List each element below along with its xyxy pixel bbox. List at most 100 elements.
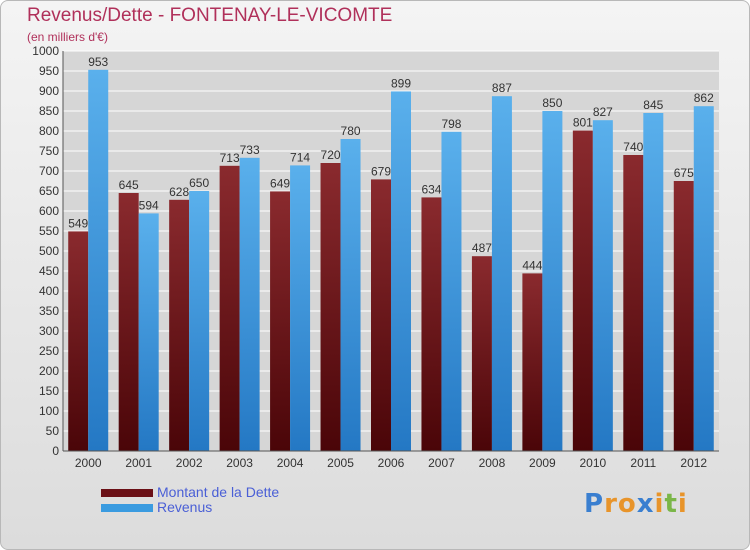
bar-dette (673, 181, 694, 451)
logo-letter: o (617, 489, 637, 519)
y-tick-label: 200 (39, 364, 59, 378)
bar-revenus (542, 111, 563, 451)
x-tick-label: 2010 (579, 456, 606, 470)
bar-dette (118, 193, 139, 451)
bar-dette (68, 231, 89, 451)
data-label: 634 (421, 182, 441, 196)
bar-revenus (88, 69, 109, 452)
legend-label-revenus: Revenus (157, 499, 213, 515)
y-tick-label: 850 (39, 104, 59, 118)
y-tick-label: 1000 (32, 44, 59, 58)
y-tick-label: 450 (39, 264, 59, 278)
data-label: 679 (371, 164, 391, 178)
data-label: 845 (643, 98, 663, 112)
x-tick-label: 2008 (479, 456, 506, 470)
y-tick-label: 400 (39, 284, 59, 298)
data-label: 628 (169, 185, 189, 199)
logo-letter: t (664, 489, 678, 519)
y-tick-label: 550 (39, 224, 59, 238)
data-label: 780 (341, 124, 361, 138)
bars (68, 69, 714, 452)
logo-letter: i (654, 489, 665, 519)
legend-swatch-revenus (101, 504, 153, 512)
bar-revenus (592, 120, 613, 451)
bar-dette (371, 179, 391, 451)
y-tick-label: 250 (39, 344, 59, 358)
bar-revenus (290, 165, 311, 451)
bar-revenus (643, 113, 664, 451)
y-tick-label: 600 (39, 204, 59, 218)
y-tick-label: 800 (39, 124, 59, 138)
bar-revenus (340, 139, 361, 451)
data-label: 801 (573, 116, 593, 130)
data-label: 714 (290, 150, 310, 164)
bar-dette (522, 273, 543, 451)
y-tick-label: 300 (39, 324, 59, 338)
y-tick-label: 350 (39, 304, 59, 318)
y-tick-label: 950 (39, 64, 59, 78)
data-label: 953 (88, 55, 108, 69)
x-tick-label: 2003 (226, 456, 253, 470)
data-label: 649 (270, 176, 290, 190)
legend-label-dette: Montant de la Dette (157, 484, 280, 500)
x-tick-label: 2009 (529, 456, 556, 470)
data-label: 650 (189, 176, 209, 190)
data-label: 549 (68, 216, 88, 230)
y-tick-label: 0 (52, 444, 59, 458)
data-label: 594 (139, 198, 159, 212)
data-label: 675 (674, 166, 694, 180)
data-label: 887 (492, 81, 512, 95)
y-tick-label: 50 (46, 424, 60, 438)
data-label: 487 (472, 241, 492, 255)
x-axis: 2000 2001 2002 2003 2004 2005 2006 2007 2008 2009… (63, 450, 719, 470)
data-label: 798 (441, 117, 461, 131)
bar-dette (169, 199, 190, 451)
y-tick-label: 100 (39, 404, 59, 418)
x-tick-label: 2006 (378, 456, 405, 470)
data-label: 733 (240, 143, 260, 157)
bar-dette (421, 197, 442, 451)
y-tick-label: 150 (39, 384, 59, 398)
bar-dette (471, 256, 492, 451)
x-tick-label: 2007 (428, 456, 455, 470)
bar-dette (623, 155, 644, 451)
legend-swatch-dette (101, 489, 153, 497)
y-axis: 0 50 100 150 200 250 300 350 400 450 500 550 600 650 7… (32, 44, 64, 458)
x-tick-label: 2001 (125, 456, 152, 470)
bar-revenus (138, 213, 159, 451)
y-tick-label: 500 (39, 244, 59, 258)
bar-dette (320, 163, 341, 451)
data-label: 740 (623, 140, 643, 154)
y-tick-label: 750 (39, 144, 59, 158)
chart-subtitle: (en milliers d'€) (27, 30, 108, 44)
data-label: 899 (391, 76, 411, 90)
data-label: 862 (694, 91, 714, 105)
bar-dette (270, 191, 291, 451)
data-label: 444 (522, 258, 542, 272)
bar-revenus (239, 157, 260, 452)
y-tick-label: 900 (39, 84, 59, 98)
chart-title: Revenus/Dette - FONTENAY-LE-VICOMTE (27, 5, 393, 26)
data-label: 850 (542, 96, 562, 110)
y-tick-label: 700 (39, 164, 59, 178)
logo-letter: i (677, 489, 688, 519)
bar-revenus (391, 91, 411, 452)
x-tick-label: 2004 (277, 456, 304, 470)
logo-letter: P (584, 489, 605, 519)
data-label: 720 (321, 148, 341, 162)
y-tick-label: 650 (39, 184, 59, 198)
bar-revenus (693, 106, 714, 451)
data-label: 713 (220, 151, 240, 165)
bar-revenus (441, 131, 462, 452)
bar-revenus (491, 96, 512, 451)
x-tick-label: 2012 (680, 456, 707, 470)
x-tick-label: 2002 (176, 456, 203, 470)
bar-dette (572, 130, 593, 451)
logo-letter: r (604, 489, 618, 519)
logo-letter: x (636, 489, 655, 519)
x-tick-label: 2000 (75, 456, 102, 470)
proxiti-logo: Proxiti (584, 489, 688, 519)
